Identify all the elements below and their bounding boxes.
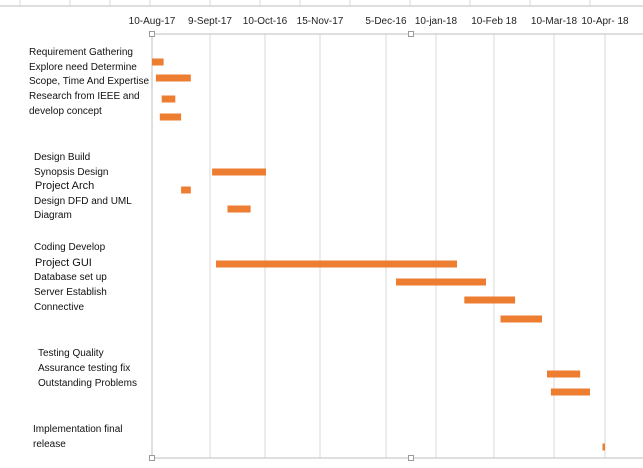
task-label: Research from IEEE and [29,91,140,102]
task-label: Design DFD and UML [34,196,132,207]
handle-top-mid [408,31,414,37]
task-label: develop concept [29,106,102,117]
x-tick-labels: 10-Aug-17 9-Sept-17 10-Oct-16 15-Nov-17 5-De… [129,16,629,27]
gantt-bar [155,74,191,82]
task-label: Assurance testing fix [38,363,130,374]
task-label: Synopsis Design [34,167,108,178]
gantt-bar [550,388,590,396]
gantt-bar [396,278,486,286]
gantt-bar [602,443,605,451]
gantt-bar [500,315,542,323]
x-tick-label: 10-Apr- 18 [581,16,629,27]
handle-bottom-mid [408,455,414,461]
x-tick-label: 15-Nov-17 [297,16,344,27]
gantt-bar [181,186,191,194]
task-label: Server Establish [34,287,107,298]
x-tick-label: 9-Sept-17 [188,16,232,27]
gantt-bars [152,58,605,451]
gantt-bar [161,95,176,103]
task-labels: Requirement Gathering Explore need Determ… [29,47,150,450]
gantt-bar [152,58,164,66]
grid-lines [151,34,606,458]
gantt-bar [464,296,516,304]
handle-top-left [149,31,155,37]
task-label: Connective [34,302,84,313]
gantt-bar [227,205,251,213]
x-tick-label: 5-Dec-16 [365,16,407,27]
task-label: Implementation final [33,424,123,435]
x-tick-label: 10-Mar-18 [531,16,578,27]
task-label: Scope, Time And Expertise [29,76,150,87]
x-tick-label: 10-Oct-16 [243,16,288,27]
gantt-bar [212,168,266,176]
task-label: Coding Develop [34,242,106,253]
task-label: Design Build [34,152,90,163]
task-label: Project Arch [35,180,94,192]
task-label: Project GUI [35,257,92,269]
top-strip [0,0,643,7]
gantt-bar [159,113,182,121]
selection-handles[interactable] [149,31,414,461]
task-label: Outstanding Problems [38,378,137,389]
gantt-bar [216,260,457,268]
gantt-bar [547,370,581,378]
task-label: Testing Quality [38,348,104,359]
task-label: Explore need Determine [29,62,137,73]
x-tick-label: 10-Feb 18 [471,16,517,27]
plot-frame [151,33,643,459]
task-label: Requirement Gathering [29,47,133,58]
task-label: Diagram [34,210,72,221]
task-label: Database set up [34,272,107,283]
task-label: release [33,439,66,450]
x-tick-label: 10-jan-18 [415,16,458,27]
handle-bottom-left [149,455,155,461]
x-tick-label: 10-Aug-17 [129,16,176,27]
